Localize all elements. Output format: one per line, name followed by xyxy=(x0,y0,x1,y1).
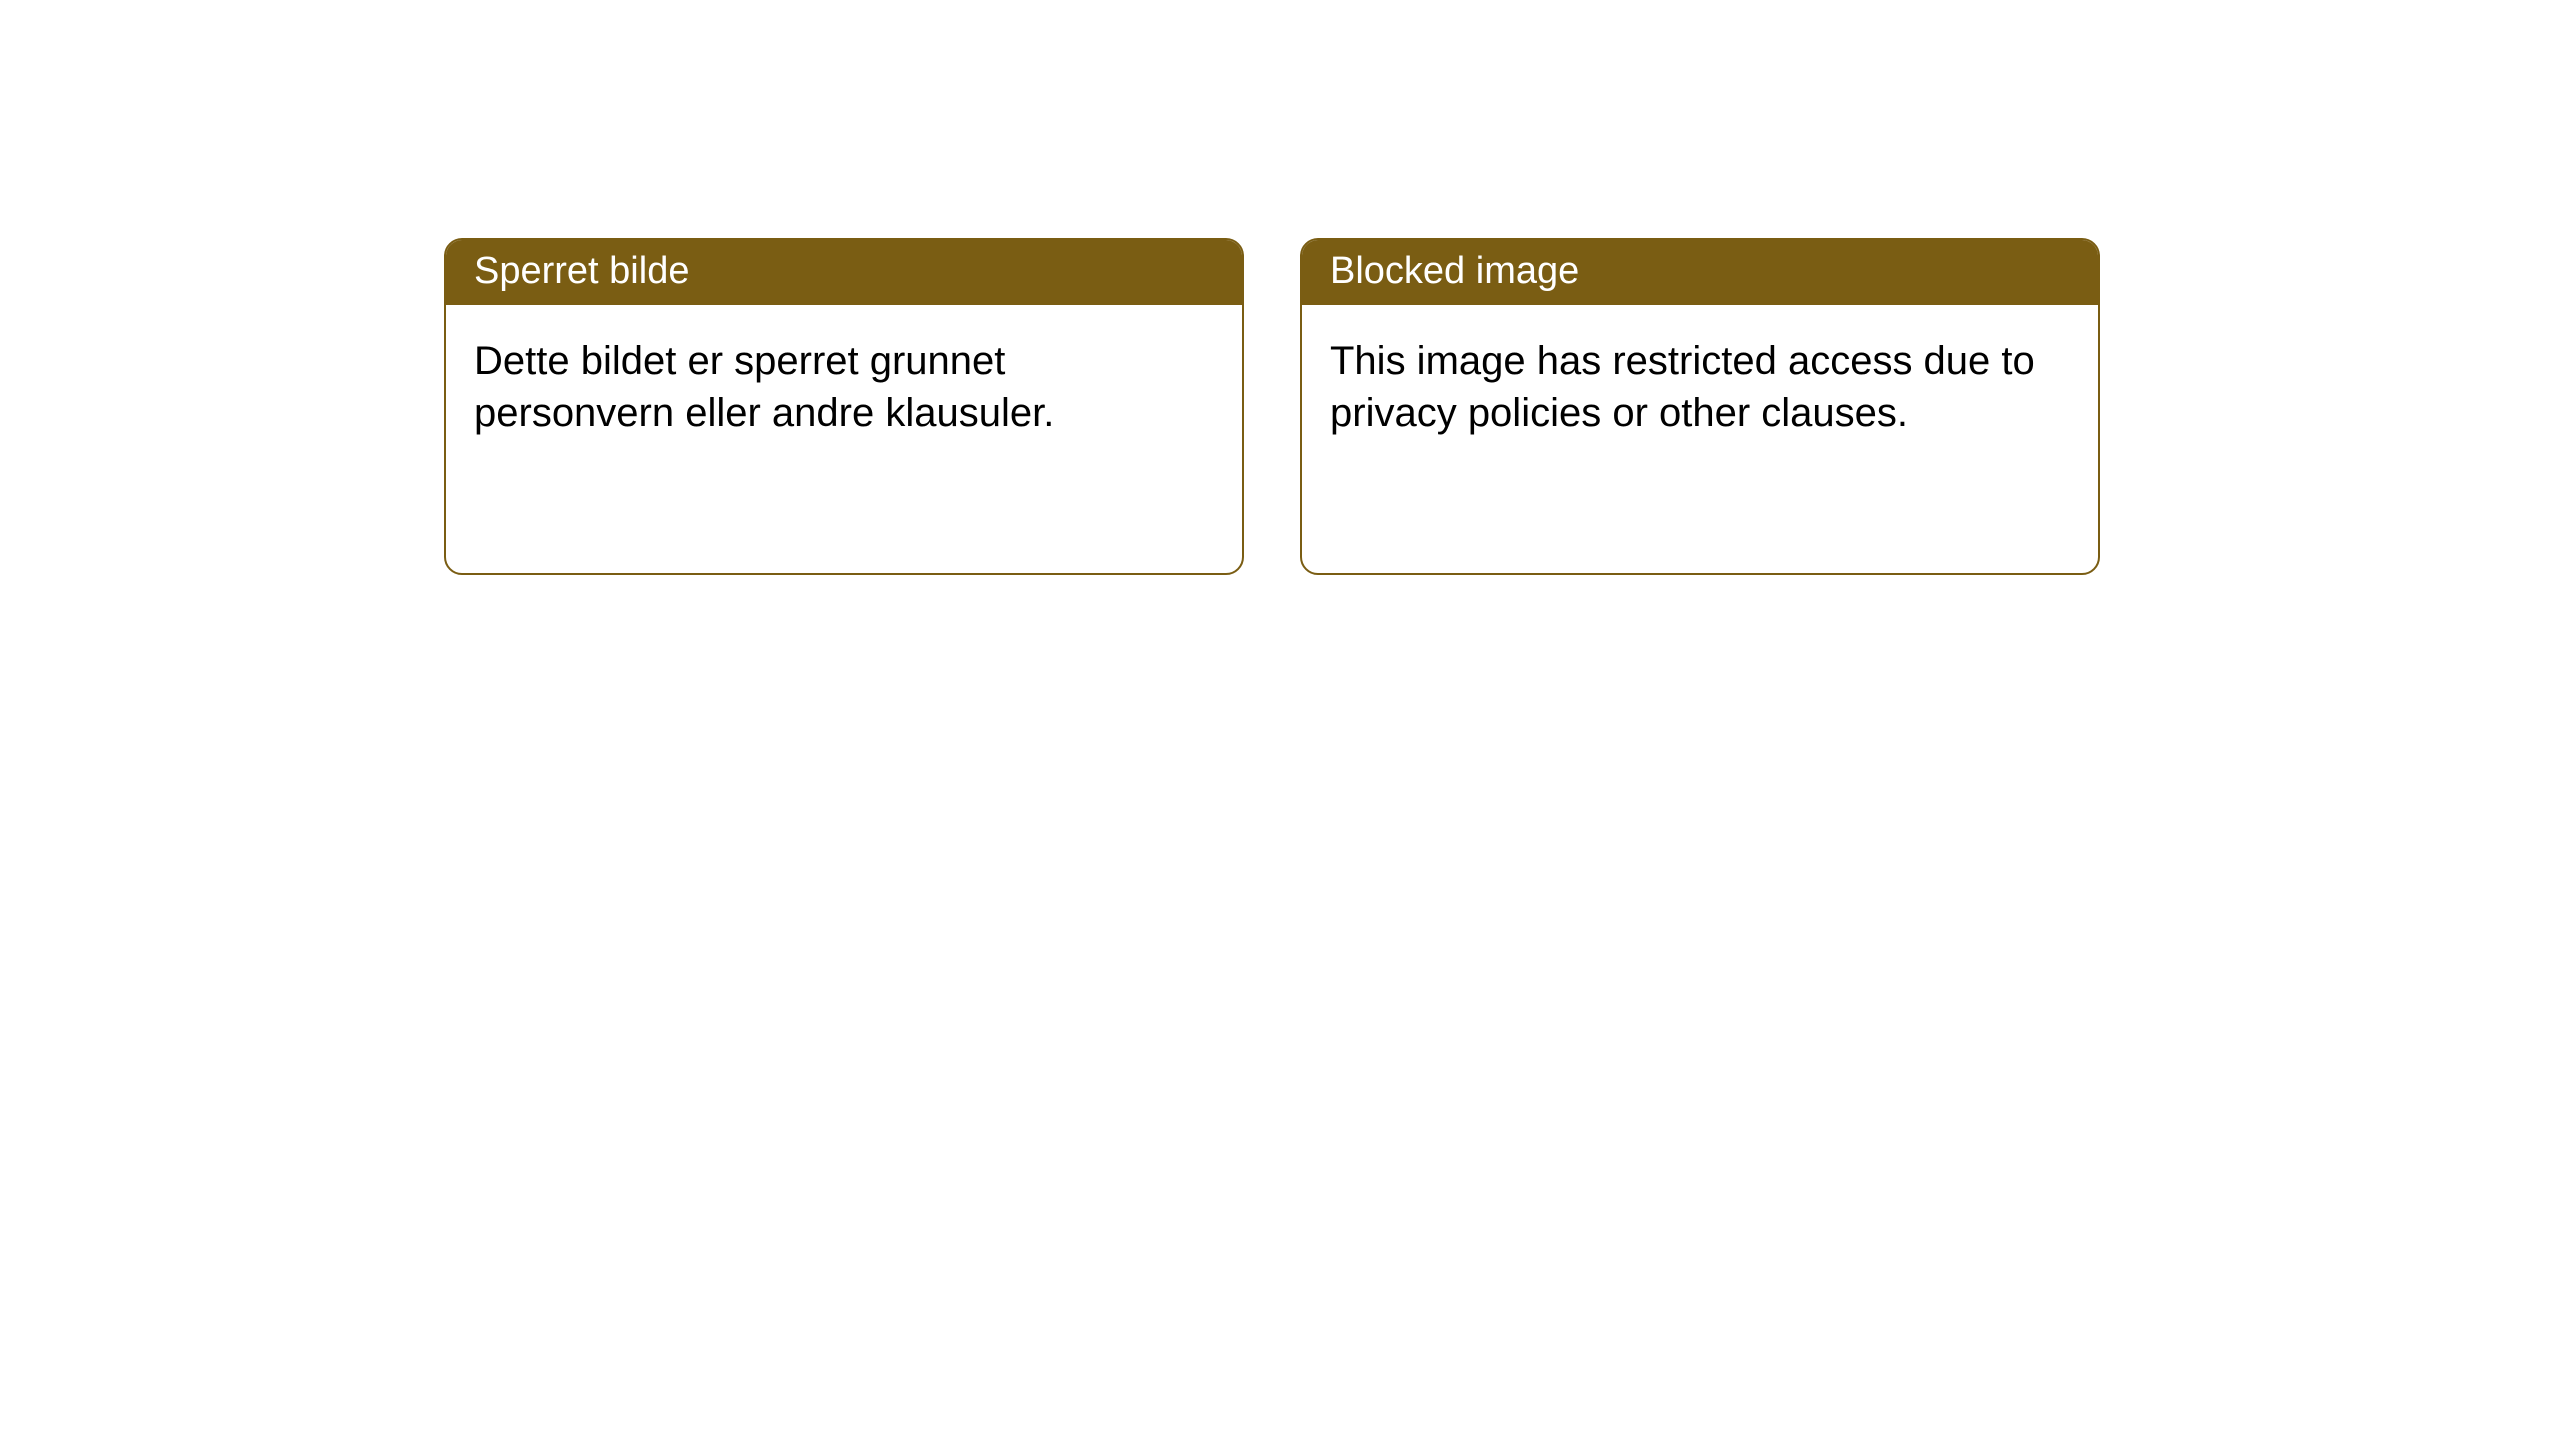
card-body-no: Dette bildet er sperret grunnet personve… xyxy=(446,305,1242,469)
blocked-image-card-en: Blocked image This image has restricted … xyxy=(1300,238,2100,575)
notice-container: Sperret bilde Dette bildet er sperret gr… xyxy=(0,0,2560,575)
card-message-en: This image has restricted access due to … xyxy=(1330,339,2035,435)
card-title-en: Blocked image xyxy=(1330,250,1579,292)
blocked-image-card-no: Sperret bilde Dette bildet er sperret gr… xyxy=(444,238,1244,575)
card-header-no: Sperret bilde xyxy=(446,240,1242,305)
card-body-en: This image has restricted access due to … xyxy=(1302,305,2098,469)
card-title-no: Sperret bilde xyxy=(474,250,689,292)
card-header-en: Blocked image xyxy=(1302,240,2098,305)
card-message-no: Dette bildet er sperret grunnet personve… xyxy=(474,339,1054,435)
